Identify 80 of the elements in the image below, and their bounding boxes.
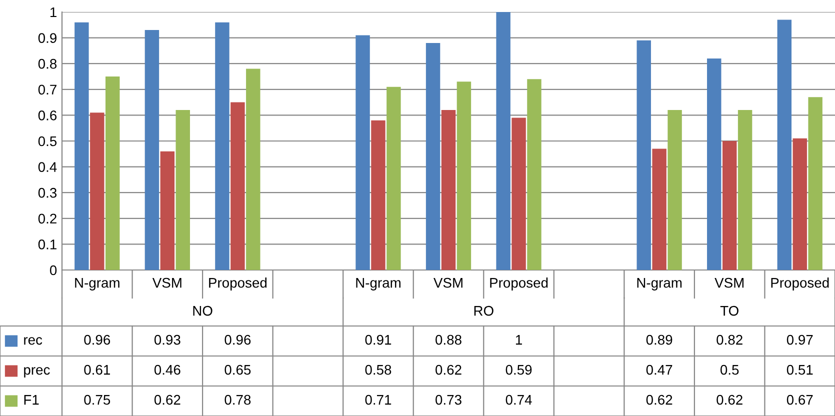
legend-label: F1 [24, 395, 39, 405]
x-tick-label: Proposed [771, 278, 829, 290]
bar [668, 110, 682, 270]
x-tick-label: N-gram [356, 278, 400, 290]
data-label: 0.51 [786, 364, 813, 375]
data-label: 0.93 [154, 334, 180, 345]
bar [230, 102, 245, 270]
data-label: 0.61 [84, 364, 110, 375]
data-label: 0.59 [506, 364, 532, 375]
x-tick-label: N-gram [75, 278, 120, 290]
data-label: 0.82 [716, 334, 742, 345]
y-tick-label: 0.5 [38, 136, 57, 146]
data-label: 0.62 [154, 394, 180, 405]
bar [496, 12, 510, 270]
bar [636, 40, 651, 270]
bar [777, 20, 792, 270]
data-label: 0.47 [646, 364, 672, 375]
bar [512, 118, 526, 270]
bar [527, 79, 542, 270]
bar [426, 42, 440, 270]
y-tick-label: 0.7 [38, 84, 56, 95]
bar [456, 82, 472, 270]
data-label: 0.62 [646, 394, 672, 405]
y-tick-label: 0.3 [38, 188, 57, 198]
legend-label: rec [24, 337, 42, 345]
bar [738, 110, 752, 270]
data-label: 0.62 [436, 364, 462, 375]
y-tick-label: 1 [50, 7, 56, 18]
data-label: 0.46 [154, 364, 180, 375]
y-tick-label: 0.6 [38, 110, 57, 120]
bar [160, 151, 175, 270]
data-label: 0.71 [365, 394, 392, 405]
y-tick-label: 0.9 [38, 33, 56, 43]
bar [176, 110, 190, 270]
x-tick-label: VSM [152, 278, 182, 288]
text: NO [193, 306, 212, 316]
legend-label: prec [24, 367, 50, 378]
data-label: 0.74 [506, 394, 532, 405]
data-label: 0.58 [365, 364, 392, 375]
y-tick-label: 0 [50, 265, 57, 276]
data-label: 0.96 [224, 334, 251, 345]
y-tick-label: 0.4 [38, 162, 57, 172]
data-label: 0.91 [365, 334, 392, 345]
data-label: 0.96 [84, 334, 110, 345]
bar [441, 110, 456, 270]
bar [105, 76, 120, 270]
bar [792, 138, 807, 270]
data-label: 0.65 [224, 364, 251, 375]
bar [215, 22, 230, 270]
bar [74, 22, 89, 270]
data-label: 0.88 [436, 334, 462, 345]
data-label: 0.73 [436, 394, 462, 405]
data-label: 0.67 [786, 394, 813, 405]
bar [722, 141, 737, 270]
data-label: 0.97 [786, 334, 813, 345]
y-tick-label: 0.1 [38, 240, 56, 250]
bar [652, 148, 666, 270]
text: RO [474, 306, 494, 316]
y-tick-label: 0.8 [38, 58, 57, 69]
data-label: 0.89 [646, 334, 672, 345]
data-label: 0.62 [716, 394, 742, 405]
bar [707, 58, 722, 270]
bar [356, 35, 370, 270]
data-label: 1 [516, 335, 522, 345]
data-label: 0.5 [720, 364, 739, 375]
x-tick-label: N-gram [637, 278, 682, 290]
bar [144, 30, 160, 270]
y-tick-label: 0.2 [38, 214, 56, 224]
bar [386, 86, 401, 270]
x-tick-label: Proposed [209, 278, 267, 290]
bar [371, 120, 386, 270]
text: TO [720, 306, 738, 316]
data-label: 0.75 [84, 394, 110, 405]
x-tick-label: VSM [714, 278, 744, 288]
x-tick-label: VSM [434, 278, 462, 288]
data-label: 0.78 [224, 394, 251, 405]
bar [246, 68, 260, 270]
x-tick-label: Proposed [490, 278, 548, 290]
bar [808, 97, 822, 270]
bar [90, 112, 104, 270]
